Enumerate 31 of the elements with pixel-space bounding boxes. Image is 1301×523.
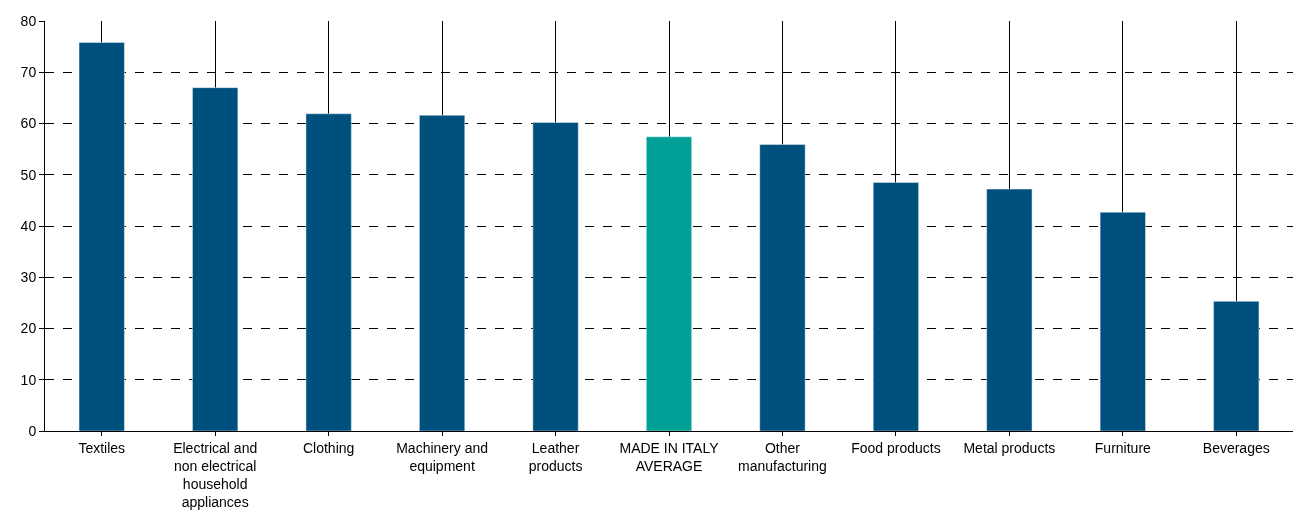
x-tick-label: Electrical and non electrical household appliances: [173, 439, 258, 511]
y-tick-label: 50: [20, 166, 37, 183]
x-tick-label: Leather products: [528, 439, 583, 474]
bar: [646, 136, 692, 431]
y-tick-label: 10: [20, 371, 37, 388]
bar: [78, 42, 125, 431]
bar: [419, 115, 466, 431]
bar: [1213, 301, 1260, 431]
x-tick-label: Metal products: [963, 439, 1056, 456]
bar: [305, 113, 352, 431]
bar: [532, 122, 579, 431]
x-tick-label: Textiles: [78, 439, 126, 456]
y-tick-label: 0: [28, 422, 37, 439]
y-tick-label: 40: [20, 217, 37, 234]
x-tick-label: Machinery and equipment: [396, 439, 488, 474]
bar: [192, 87, 239, 431]
y-tick-label: 80: [20, 12, 37, 29]
x-tick-label: Clothing: [302, 439, 355, 456]
bar: [872, 182, 919, 431]
bar: [1099, 211, 1146, 431]
bar: [986, 188, 1033, 431]
x-tick-label: Food products: [851, 439, 941, 456]
x-tick-label: Other manufacturing: [738, 439, 827, 474]
y-tick-label: 20: [20, 320, 37, 337]
x-tick-label: MADE IN ITALY AVERAGE: [619, 439, 720, 474]
y-tick-label: 30: [20, 269, 37, 286]
y-tick-label: 70: [20, 64, 37, 81]
bar: [759, 144, 806, 431]
x-tick-label: Beverages: [1202, 439, 1270, 456]
x-tick-label: Furniture: [1094, 439, 1152, 456]
y-tick-label: 60: [20, 115, 37, 132]
